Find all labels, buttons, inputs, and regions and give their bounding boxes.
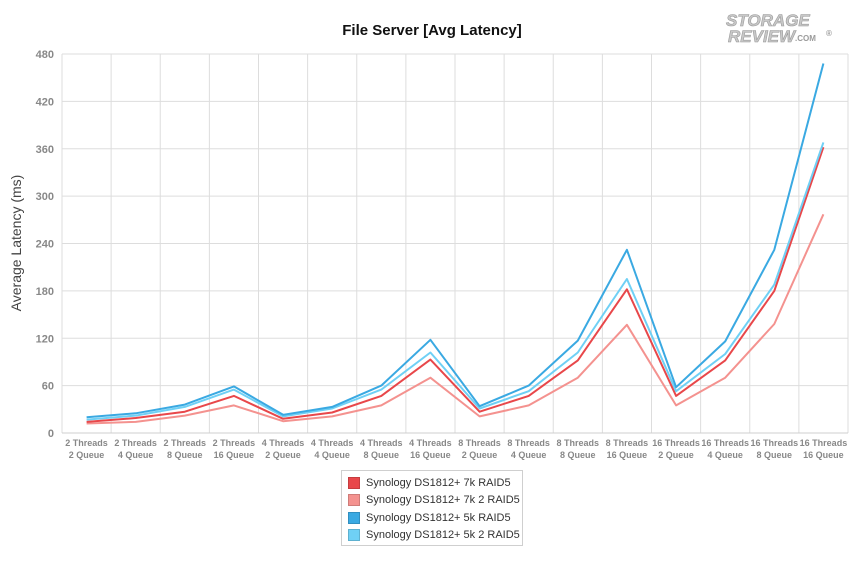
- legend-item[interactable]: Synology DS1812+ 7k RAID5: [348, 474, 516, 492]
- x-tick-label: 8 Queue: [757, 450, 793, 460]
- x-tick-label: 2 Threads: [213, 438, 256, 448]
- x-tick-label: 16 Threads: [751, 438, 799, 448]
- series-line-synology-ds1812-5k-2-raid5: [86, 142, 825, 421]
- legend-label: Synology DS1812+ 7k RAID5: [366, 476, 511, 489]
- logo-suffix: .COM: [795, 34, 816, 43]
- x-tick-label: 4 Threads: [262, 438, 305, 448]
- x-tick-label: 16 Threads: [701, 438, 749, 448]
- x-tick-label: 2 Threads: [65, 438, 108, 448]
- x-tick-label: 4 Queue: [511, 450, 547, 460]
- x-tick-label: 16 Threads: [652, 438, 700, 448]
- series-lines: [86, 63, 825, 425]
- logo-registered-mark: ®: [826, 29, 832, 38]
- x-tick-label: 2 Queue: [658, 450, 694, 460]
- x-tick-label: 8 Threads: [507, 438, 550, 448]
- legend-item[interactable]: Synology DS1812+ 5k 2 RAID5: [348, 527, 520, 545]
- x-tick-label: 2 Queue: [69, 450, 105, 460]
- x-tick-label: 8 Queue: [364, 450, 400, 460]
- legend-item[interactable]: Synology DS1812+ 5k RAID5: [348, 509, 516, 527]
- x-tick-label: 8 Queue: [167, 450, 203, 460]
- legend-label: Synology DS1812+ 7k 2 RAID5: [366, 494, 520, 507]
- y-axis-label: Average Latency (ms): [8, 175, 24, 312]
- y-tick-label: 360: [36, 144, 54, 156]
- x-tick-label: 16 Queue: [607, 450, 648, 460]
- x-tick-label: 16 Queue: [214, 450, 255, 460]
- x-tick-label: 2 Threads: [164, 438, 207, 448]
- x-tick-label: 2 Queue: [265, 450, 301, 460]
- y-tick-label: 240: [36, 239, 54, 251]
- x-tick-label: 4 Threads: [409, 438, 452, 448]
- legend-swatch-5k-2-raid5: [348, 529, 360, 542]
- x-tick-label: 16 Queue: [803, 450, 844, 460]
- x-tick-label: 4 Queue: [118, 450, 154, 460]
- logo-text-line2: REVIEW: [728, 27, 797, 46]
- y-tick-label: 120: [36, 333, 54, 345]
- y-tick-label: 0: [48, 428, 54, 440]
- legend-label: Synology DS1812+ 5k 2 RAID5: [366, 529, 520, 542]
- x-tick-label: 4 Queue: [314, 450, 350, 460]
- legend-swatch-5k-raid5: [348, 511, 360, 524]
- series-line-synology-ds1812-5k-raid5: [86, 63, 825, 419]
- y-tick-label: 180: [36, 286, 54, 298]
- y-tick-label: 480: [36, 49, 54, 61]
- x-tick-label: 4 Threads: [311, 438, 354, 448]
- x-axis-ticks: 2 Threads 2 Queue 2 Threads 4 Queue 2 Thread…: [65, 438, 847, 460]
- legend: Synology DS1812+ 7k RAID5 Synology DS181…: [341, 470, 523, 546]
- chart-title: File Server [Avg Latency]: [342, 22, 522, 39]
- x-tick-label: 2 Queue: [462, 450, 498, 460]
- y-axis-ticks: 0 60 120 180 240 300 360 420 480: [36, 49, 54, 440]
- logo-text-line1: STORAGE: [726, 11, 810, 30]
- x-tick-label: 16 Threads: [800, 438, 848, 448]
- x-tick-label: 4 Queue: [707, 450, 743, 460]
- x-tick-label: 8 Threads: [606, 438, 649, 448]
- legend-swatch-7k-2-raid5: [348, 494, 360, 507]
- x-tick-label: 8 Threads: [458, 438, 501, 448]
- x-tick-label: 16 Queue: [410, 450, 451, 460]
- grid: [61, 53, 849, 434]
- legend-swatch-7k-raid5: [348, 476, 360, 489]
- storagereview-logo: STORAGE REVIEW .COM ®: [726, 11, 832, 47]
- x-tick-label: 2 Threads: [114, 438, 157, 448]
- legend-label: Synology DS1812+ 5k RAID5: [366, 511, 511, 524]
- series-line-synology-ds1812-7k-raid5: [86, 146, 825, 423]
- legend-item[interactable]: Synology DS1812+ 7k 2 RAID5: [348, 492, 520, 510]
- y-tick-label: 60: [42, 381, 54, 393]
- y-tick-label: 420: [36, 96, 54, 108]
- series-line-synology-ds1812-7k-2-raid5: [86, 213, 825, 425]
- y-tick-label: 300: [36, 191, 54, 203]
- x-tick-label: 8 Queue: [560, 450, 596, 460]
- x-tick-label: 8 Threads: [557, 438, 600, 448]
- x-tick-label: 4 Threads: [360, 438, 403, 448]
